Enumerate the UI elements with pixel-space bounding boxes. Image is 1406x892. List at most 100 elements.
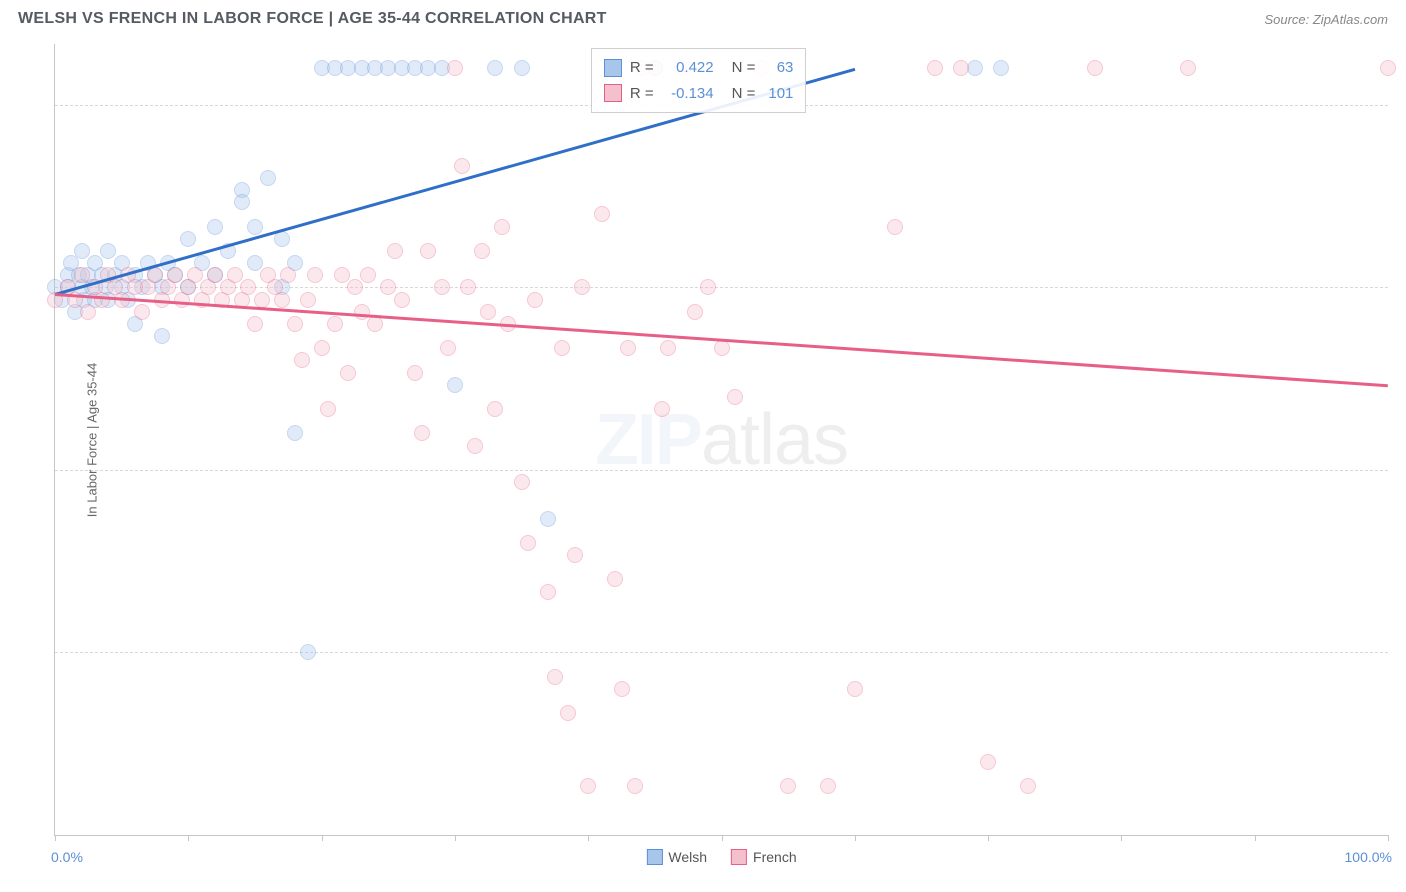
legend-swatch (731, 849, 747, 865)
data-point (847, 681, 863, 697)
data-point (407, 365, 423, 381)
data-point (260, 170, 276, 186)
x-tick (855, 835, 856, 841)
data-point (514, 60, 530, 76)
y-axis-title: In Labor Force | Age 35-44 (85, 362, 100, 516)
stat-n-label: N = (732, 55, 756, 81)
data-point (280, 267, 296, 283)
data-point (580, 778, 596, 794)
data-point (134, 304, 150, 320)
data-point (520, 535, 536, 551)
data-point (207, 219, 223, 235)
data-point (607, 571, 623, 587)
data-point (927, 60, 943, 76)
data-point (247, 316, 263, 332)
gridline (55, 470, 1388, 471)
data-point (327, 316, 343, 332)
data-point (574, 279, 590, 295)
data-point (394, 292, 410, 308)
data-point (94, 292, 110, 308)
data-point (367, 316, 383, 332)
data-point (247, 255, 263, 271)
data-point (560, 705, 576, 721)
stats-legend-row: R = 0.422 N = 63 (604, 55, 794, 81)
chart-title: WELSH VS FRENCH IN LABOR FORCE | AGE 35-… (18, 10, 607, 28)
stat-n-value: 63 (763, 55, 793, 81)
data-point (1087, 60, 1103, 76)
data-point (74, 243, 90, 259)
data-point (180, 231, 196, 247)
data-point (540, 511, 556, 527)
x-tick (322, 835, 323, 841)
data-point (167, 267, 183, 283)
correlation-stats-legend: R =0.422N =63R =-0.134N =101 (591, 48, 807, 113)
data-point (993, 60, 1009, 76)
data-point (147, 267, 163, 283)
data-point (287, 316, 303, 332)
stat-r-value: 0.422 (662, 55, 714, 81)
y-tick-label: 55.0% (1398, 644, 1406, 660)
data-point (187, 267, 203, 283)
data-point (1380, 60, 1396, 76)
data-point (527, 292, 543, 308)
stat-r-label: R = (630, 81, 654, 107)
data-point (447, 60, 463, 76)
data-point (320, 401, 336, 417)
data-point (74, 267, 90, 283)
plot-surface: ZIPatlas 55.0%70.0%85.0%100.0% (55, 44, 1388, 835)
data-point (714, 340, 730, 356)
data-point (620, 340, 636, 356)
y-tick-label: 85.0% (1398, 279, 1406, 295)
data-point (614, 681, 630, 697)
x-axis-max-label: 100.0% (1345, 849, 1392, 865)
stat-n-value: 101 (763, 81, 793, 107)
data-point (627, 778, 643, 794)
data-point (660, 340, 676, 356)
legend-swatch (646, 849, 662, 865)
data-point (340, 365, 356, 381)
data-point (300, 292, 316, 308)
series-name: French (753, 849, 797, 865)
data-point (554, 340, 570, 356)
trend-line (55, 293, 1388, 387)
data-point (780, 778, 796, 794)
data-point (314, 340, 330, 356)
data-point (207, 267, 223, 283)
x-tick (988, 835, 989, 841)
chart-area: ZIPatlas 55.0%70.0%85.0%100.0% In Labor … (54, 44, 1388, 836)
data-point (347, 279, 363, 295)
data-point (547, 669, 563, 685)
legend-swatch (604, 59, 622, 77)
data-point (953, 60, 969, 76)
data-point (700, 279, 716, 295)
watermark: ZIPatlas (595, 399, 848, 481)
y-tick-label: 70.0% (1398, 462, 1406, 478)
x-tick (588, 835, 589, 841)
data-point (387, 243, 403, 259)
data-point (80, 304, 96, 320)
data-point (300, 644, 316, 660)
data-point (494, 219, 510, 235)
data-point (1020, 778, 1036, 794)
data-point (467, 438, 483, 454)
data-point (274, 292, 290, 308)
source-attribution: Source: ZipAtlas.com (1264, 12, 1388, 27)
series-legend: WelshFrench (646, 849, 796, 865)
data-point (420, 243, 436, 259)
stat-r-label: R = (630, 55, 654, 81)
data-point (654, 401, 670, 417)
data-point (227, 267, 243, 283)
x-axis-min-label: 0.0% (51, 849, 83, 865)
x-tick (1388, 835, 1389, 841)
data-point (307, 267, 323, 283)
y-tick-label: 100.0% (1398, 97, 1406, 113)
watermark-atlas: atlas (701, 400, 848, 480)
data-point (487, 401, 503, 417)
x-tick (188, 835, 189, 841)
x-tick (722, 835, 723, 841)
data-point (727, 389, 743, 405)
data-point (254, 292, 270, 308)
data-point (887, 219, 903, 235)
data-point (567, 547, 583, 563)
stat-n-label: N = (732, 81, 756, 107)
